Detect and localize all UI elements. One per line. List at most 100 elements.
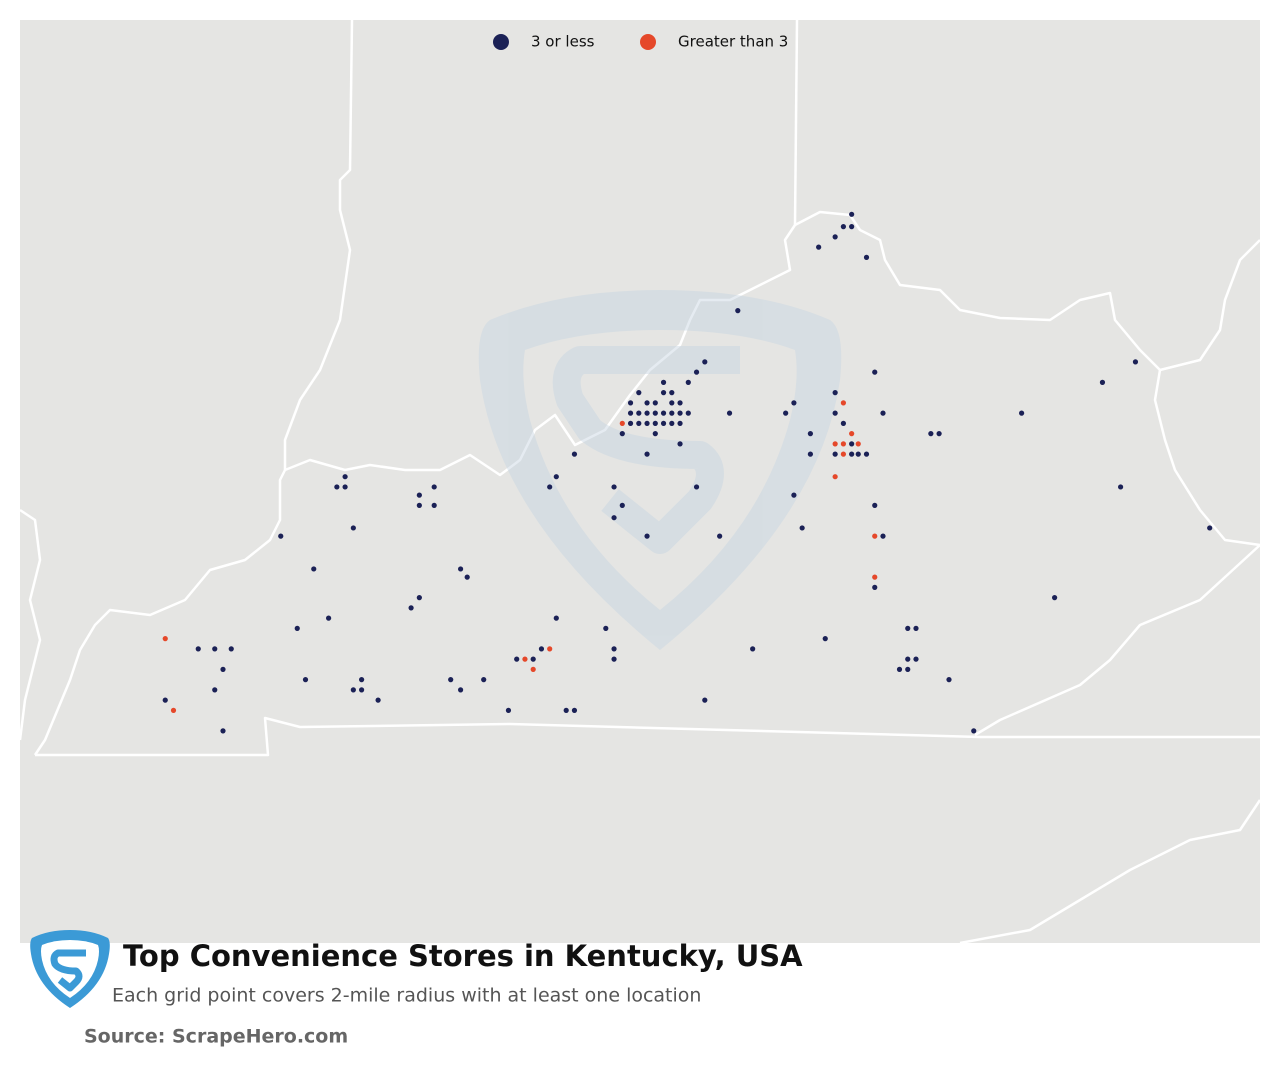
grid-point <box>677 420 683 426</box>
grid-point <box>611 646 617 652</box>
grid-point <box>611 515 617 521</box>
grid-point <box>342 484 348 490</box>
grid-point <box>693 484 700 490</box>
grid-point <box>408 605 414 611</box>
grid-point <box>611 484 617 490</box>
grid-point <box>677 410 683 416</box>
grid-point <box>807 451 814 457</box>
grid-point <box>652 431 658 437</box>
grid-point <box>652 420 658 426</box>
map-background <box>20 20 1260 943</box>
points <box>162 211 1213 734</box>
grid-point <box>212 646 218 652</box>
title: Top Convenience Stores in Kentucky, USA <box>123 939 803 973</box>
grid-point <box>832 474 838 480</box>
grid-point <box>311 566 317 572</box>
state-line <box>283 19 354 470</box>
grid-point <box>212 687 218 693</box>
logo <box>30 930 110 1008</box>
grid-point <box>195 646 201 652</box>
grid-point <box>522 656 528 662</box>
grid-point <box>464 574 470 580</box>
grid-point <box>726 410 733 416</box>
grid-point <box>849 211 855 217</box>
grid-point <box>872 533 878 539</box>
grid-point <box>669 390 675 396</box>
grid-point <box>302 677 309 683</box>
subtitle: Each grid point covers 2-mile radius wit… <box>112 985 701 1007</box>
grid-point <box>416 492 422 498</box>
grid-point <box>359 677 365 683</box>
grid-point <box>627 400 634 406</box>
grid-point <box>832 410 838 416</box>
grid-point <box>840 441 847 447</box>
legend-label: Greater than 3 <box>678 33 788 51</box>
source: Source: ScrapeHero.com <box>84 1026 348 1048</box>
grid-point <box>855 441 861 447</box>
grid-point <box>799 525 805 531</box>
grid-point <box>913 656 919 662</box>
legend-label: 3 or less <box>531 33 595 51</box>
grid-point <box>619 420 625 426</box>
grid-point <box>669 420 675 426</box>
grid-point <box>913 625 919 632</box>
grid-point <box>644 420 650 426</box>
grid-point <box>791 492 797 498</box>
legend-marker <box>493 34 509 50</box>
grid-point <box>880 533 886 539</box>
grid-point <box>832 390 838 396</box>
grid-point <box>936 431 942 437</box>
grid-point <box>553 615 559 621</box>
grid-point <box>946 677 952 683</box>
grid-point <box>840 224 847 230</box>
grid-point <box>603 625 609 632</box>
grid-point <box>840 451 847 457</box>
grid-point <box>832 451 838 457</box>
grid-point <box>458 687 464 693</box>
grid-point <box>431 502 437 508</box>
grid-point <box>717 533 723 539</box>
grid-point <box>685 410 691 416</box>
state-line <box>793 19 799 226</box>
grid-point <box>791 400 797 406</box>
grid-point <box>458 566 464 572</box>
grid-point <box>547 646 553 652</box>
grid-point <box>350 687 356 693</box>
grid-point <box>162 636 168 642</box>
legend-marker <box>640 34 656 50</box>
grid-point <box>294 625 300 632</box>
borders <box>18 19 1262 945</box>
grid-point <box>685 379 691 385</box>
grid-point <box>849 224 855 230</box>
grid-point <box>644 451 650 457</box>
watermark <box>478 290 842 650</box>
grid-point <box>660 410 667 416</box>
grid-point <box>896 666 903 673</box>
grid-point <box>880 410 886 416</box>
grid-point <box>220 728 226 734</box>
grid-point <box>750 646 756 652</box>
grid-point <box>807 431 814 437</box>
grid-point <box>905 625 911 632</box>
kentucky-border <box>33 210 1262 757</box>
grid-point <box>644 400 650 406</box>
grid-point <box>530 656 536 662</box>
grid-point <box>530 666 536 673</box>
grid-point <box>735 308 741 314</box>
grid-point <box>170 707 177 714</box>
grid-point <box>359 687 365 693</box>
grid-point <box>636 410 642 416</box>
grid-point <box>928 431 934 437</box>
grid-point <box>1132 359 1139 365</box>
grid-point <box>627 420 634 426</box>
grid-point <box>416 502 422 508</box>
grid-point <box>849 451 855 457</box>
grid-point <box>375 697 381 703</box>
grid-point <box>416 595 422 601</box>
grid-point <box>905 656 911 662</box>
grid-point <box>611 656 617 662</box>
grid-point <box>849 441 855 447</box>
grid-point <box>816 244 822 250</box>
grid-point <box>849 431 855 437</box>
